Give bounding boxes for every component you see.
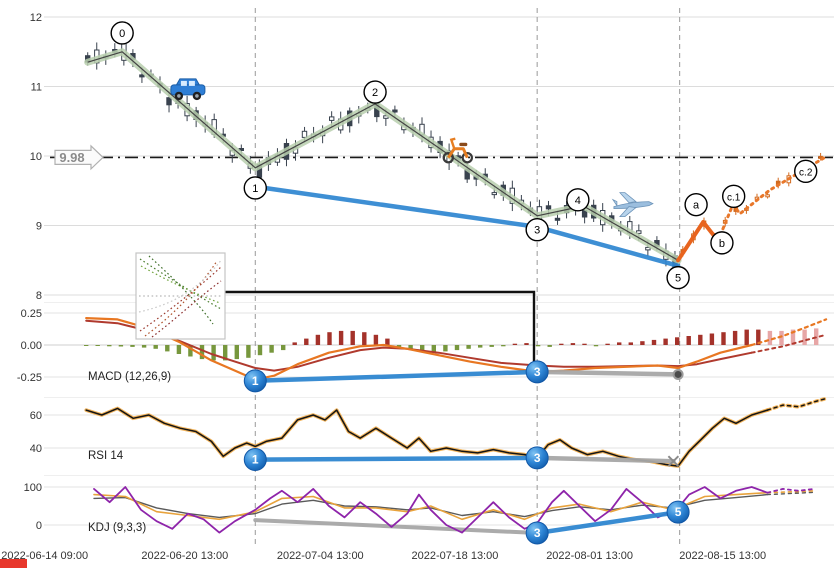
car-icon[interactable] [170, 78, 206, 101]
svg-text:c.2: c.2 [799, 167, 813, 178]
scooter-icon[interactable] [442, 137, 473, 164]
rsi-blue-trendline[interactable] [253, 455, 540, 462]
svg-text:3: 3 [534, 526, 541, 540]
wave-marker-0[interactable]: 0 [110, 21, 134, 45]
x-axis-label: 2022-08-15 13:00 [679, 550, 766, 562]
macd-end-dot[interactable] [672, 368, 684, 380]
svg-text:a: a [693, 200, 700, 212]
y-tick-label: 10 [30, 151, 42, 163]
svg-text:5: 5 [675, 505, 682, 519]
rsi-x-marker[interactable] [667, 455, 680, 467]
signal-marker-3[interactable]: 3 [525, 521, 549, 545]
y-tick-label: -0.25 [17, 372, 42, 384]
bottom-left-red-indicator [0, 559, 27, 568]
svg-text:3: 3 [534, 225, 540, 237]
y-tick-label: 100 [24, 482, 42, 494]
y-tick-label: 12 [30, 12, 42, 24]
svg-text:1: 1 [252, 374, 259, 388]
airplane-icon[interactable] [611, 192, 654, 218]
x-axis-label: 2022-08-01 13:00 [546, 550, 633, 562]
price-level-label[interactable]: 9.98 [54, 144, 104, 171]
kdj-blue-trendline[interactable] [534, 509, 681, 536]
svg-text:b: b [719, 238, 725, 250]
kdj-gray-trendline[interactable] [253, 518, 540, 535]
svg-text:c.1: c.1 [727, 192, 741, 203]
signal-marker-3[interactable]: 3 [525, 360, 549, 384]
x-axis-label: 2022-07-18 13:00 [412, 550, 499, 562]
y-tick-label: 0.00 [21, 340, 42, 352]
rsi-line [84, 396, 828, 468]
macd-blue-trendline[interactable] [253, 369, 540, 384]
pattern-inset-thumbnail[interactable] [135, 252, 226, 340]
svg-text:1: 1 [252, 183, 258, 195]
wave-marker-c.2[interactable]: c.2 [794, 159, 818, 183]
wave-marker-b[interactable]: b [710, 231, 734, 255]
y-tick-label: 11 [31, 82, 42, 94]
wave-marker-a[interactable]: a [684, 192, 708, 217]
macd-gray-trendline[interactable] [534, 369, 681, 377]
signal-marker-3[interactable]: 3 [525, 446, 549, 470]
svg-text:3: 3 [534, 365, 541, 379]
y-tick-label: 0 [36, 520, 42, 532]
signal-marker-1[interactable]: 1 [243, 448, 267, 472]
macd-lines [85, 317, 828, 381]
wave-marker-c.1[interactable]: c.1 [721, 184, 746, 209]
wave-marker-3[interactable]: 3 [525, 217, 549, 242]
svg-text:3: 3 [534, 451, 541, 465]
signal-marker-5[interactable]: 5 [666, 500, 690, 524]
svg-text:1: 1 [252, 453, 259, 467]
kdj-lines [93, 486, 816, 534]
wave-marker-5[interactable]: 5 [666, 265, 690, 290]
y-tick-label: 40 [30, 443, 42, 455]
svg-text:4: 4 [575, 195, 581, 207]
svg-text:0: 0 [119, 28, 125, 40]
y-tick-label: 9 [36, 221, 42, 233]
x-axis-label: 2022-06-20 13:00 [141, 550, 228, 562]
y-tick-label: 60 [30, 410, 42, 422]
y-tick-label: 0.25 [21, 308, 42, 320]
wave-marker-2[interactable]: 2 [363, 80, 387, 104]
inset-connector-line [225, 290, 536, 362]
x-axis-label: 2022-07-04 13:00 [277, 550, 364, 562]
rsi-gray-trendline[interactable] [534, 455, 676, 464]
y-tick-label: 8 [36, 290, 42, 302]
svg-text:5: 5 [675, 273, 681, 285]
gridlines: 121110980.250.00-0.25604010002022-06-14 … [1, 12, 834, 562]
wave-marker-4[interactable]: 4 [566, 188, 590, 212]
svg-text:2: 2 [372, 87, 378, 99]
svg-text:9.98: 9.98 [59, 150, 84, 165]
macd-histogram [84, 328, 819, 361]
wave-marker-1[interactable]: 1 [243, 176, 267, 200]
signal-marker-1[interactable]: 1 [243, 369, 267, 393]
